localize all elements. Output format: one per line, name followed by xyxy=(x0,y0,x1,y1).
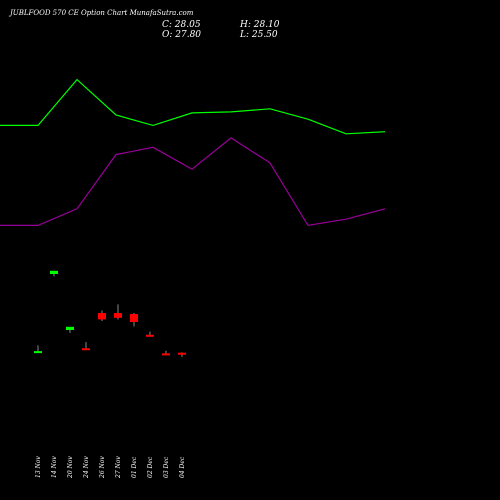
x-tick-label: 13 Nov xyxy=(35,456,42,478)
candle-body xyxy=(50,270,58,274)
candle xyxy=(162,350,170,356)
x-axis-tick-labels: 13 Nov 14 Nov 20 Nov 24 Nov 26 Nov 27 Nov 01 D… xyxy=(35,456,186,479)
candle xyxy=(178,352,186,357)
x-tick-label: 04 Dec xyxy=(179,456,186,478)
x-tick-label: 01 Dec xyxy=(131,456,138,478)
candle xyxy=(66,326,74,333)
candle-body xyxy=(66,326,74,330)
low-value: L: 25.50 xyxy=(240,30,278,40)
candle-body xyxy=(162,353,170,356)
chart-title: JUBLFOOD 570 CE Option Chart MunafaSutra… xyxy=(10,9,194,17)
candle-body xyxy=(130,314,138,322)
x-tick-label: 20 Nov xyxy=(67,456,74,479)
indicator-lines xyxy=(0,78,386,227)
candle xyxy=(82,342,90,351)
candle xyxy=(114,304,122,320)
candle-body xyxy=(82,348,90,351)
candle xyxy=(130,313,138,327)
candle-body xyxy=(178,352,186,355)
candle xyxy=(34,345,42,354)
x-tick-label: 24 Nov xyxy=(83,456,90,479)
candle xyxy=(98,310,106,322)
x-tick-label: 02 Dec xyxy=(147,456,154,478)
indicator-line-1 xyxy=(0,78,386,135)
indicator-line-2 xyxy=(0,137,386,227)
candle-body xyxy=(98,313,106,320)
candle-body xyxy=(34,351,42,354)
close-value: C: 28.05 xyxy=(162,20,201,30)
candle xyxy=(50,270,58,277)
high-value: H: 28.10 xyxy=(240,20,280,30)
x-tick-label: 14 Nov xyxy=(51,456,58,478)
candle-body xyxy=(146,334,154,337)
candle xyxy=(146,331,154,337)
open-value: O: 27.80 xyxy=(162,30,202,40)
x-tick-label: 26 Nov xyxy=(99,456,106,479)
x-tick-label: 03 Dec xyxy=(163,456,170,478)
x-tick-label: 27 Nov xyxy=(115,456,122,479)
candle-body xyxy=(114,313,122,318)
candlesticks xyxy=(34,270,186,357)
